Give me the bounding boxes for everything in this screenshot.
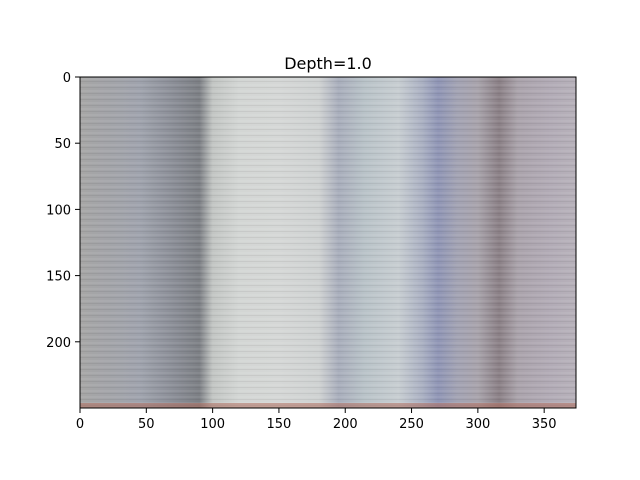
x-axis: 0 50 100 150 200 250 300 350	[76, 408, 557, 432]
x-tick-label: 250	[399, 417, 424, 432]
y-tick-label: 0	[63, 71, 71, 86]
x-tick-label: 100	[200, 417, 225, 432]
x-tick-label: 0	[76, 417, 84, 432]
chart-title: Depth=1.0	[284, 54, 372, 73]
heatmap-streaks	[80, 77, 576, 408]
x-tick-label: 350	[532, 417, 557, 432]
plot-frame	[79, 76, 577, 409]
y-tick-label: 200	[46, 336, 71, 351]
y-tick-label: 50	[54, 137, 71, 152]
x-tick-label: 300	[465, 417, 490, 432]
y-axis: 0 50 100 150 200	[46, 71, 80, 351]
x-tick-label: 50	[138, 417, 155, 432]
heatmap-bottom-edge	[80, 403, 576, 408]
heatmap-image	[80, 77, 576, 408]
x-tick-label: 150	[267, 417, 292, 432]
y-tick-label: 100	[46, 203, 71, 218]
y-tick-label: 150	[46, 270, 71, 285]
x-tick-label: 200	[333, 417, 358, 432]
